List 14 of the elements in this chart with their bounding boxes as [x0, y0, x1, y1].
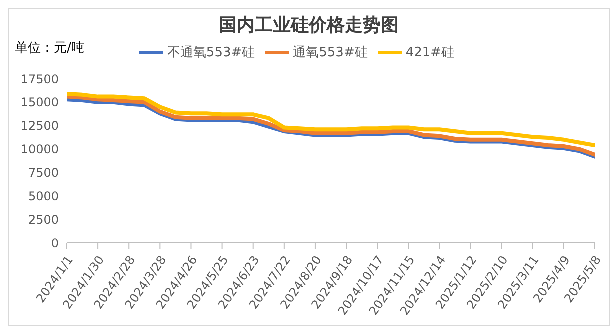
- legend-label: 通氧553#硅: [293, 46, 368, 61]
- y-tick-label: 12500: [20, 119, 59, 134]
- text: 单位：元/吨: [15, 40, 84, 57]
- y-tick-label: 0: [51, 236, 59, 250]
- y-tick-label: 2500: [28, 212, 59, 227]
- y-tick-label: 17500: [20, 72, 59, 86]
- y-tick-label: 5000: [28, 189, 59, 204]
- legend-label: 不通氧553#硅: [167, 46, 256, 61]
- chart-title: 国内工业硅价格走势图: [218, 14, 400, 37]
- legend-label: 421#硅: [406, 46, 455, 61]
- y-tick-label: 10000: [20, 142, 59, 157]
- line-series: [67, 92, 595, 148]
- y-tick-label: 15000: [20, 96, 59, 110]
- y-tick-label: 7500: [28, 166, 59, 180]
